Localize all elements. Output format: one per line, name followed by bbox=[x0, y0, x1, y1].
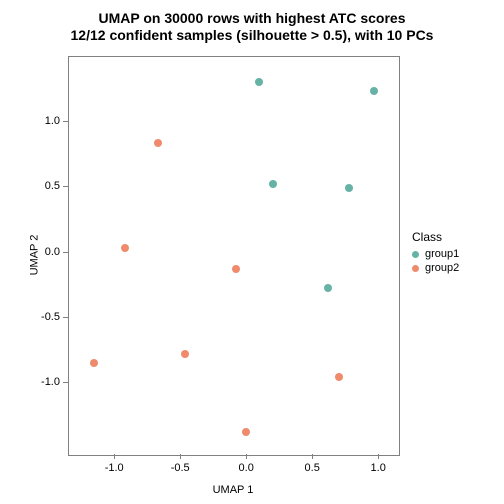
title-line-2: 12/12 confident samples (silhouette > 0.… bbox=[0, 27, 504, 44]
y-tick-mark bbox=[63, 186, 68, 187]
scatter-point-group1 bbox=[345, 184, 353, 192]
scatter-point-group1 bbox=[370, 87, 378, 95]
y-tick-mark bbox=[63, 382, 68, 383]
scatter-point-group2 bbox=[154, 139, 162, 147]
x-tick-label: -1.0 bbox=[105, 462, 124, 474]
x-tick-mark bbox=[378, 454, 379, 459]
y-tick-label: 0.5 bbox=[34, 180, 60, 192]
scatter-point-group1 bbox=[269, 180, 277, 188]
legend-items: group1 group2 bbox=[412, 248, 459, 274]
x-tick-label: -0.5 bbox=[171, 462, 190, 474]
x-tick-label: 0.0 bbox=[239, 462, 254, 474]
x-tick-label: 0.5 bbox=[305, 462, 320, 474]
scatter-point-group2 bbox=[181, 350, 189, 358]
y-tick-mark bbox=[63, 121, 68, 122]
scatter-point-group1 bbox=[255, 78, 263, 86]
chart-title: UMAP on 30000 rows with highest ATC scor… bbox=[0, 10, 504, 44]
scatter-point-group2 bbox=[90, 359, 98, 367]
legend: Class group1 group2 bbox=[412, 230, 459, 276]
scatter-point-group2 bbox=[232, 265, 240, 273]
x-tick-mark bbox=[180, 454, 181, 459]
y-tick-label: 1.0 bbox=[34, 115, 60, 127]
x-tick-mark bbox=[114, 454, 115, 459]
scatter-point-group1 bbox=[324, 284, 332, 292]
legend-item-group1: group1 bbox=[412, 248, 459, 260]
title-line-1: UMAP on 30000 rows with highest ATC scor… bbox=[0, 10, 504, 27]
umap-scatter-chart: UMAP on 30000 rows with highest ATC scor… bbox=[0, 0, 504, 504]
legend-label: group2 bbox=[425, 262, 459, 274]
y-tick-mark bbox=[63, 317, 68, 318]
scatter-point-group2 bbox=[335, 373, 343, 381]
x-tick-mark bbox=[312, 454, 313, 459]
y-tick-mark bbox=[63, 252, 68, 253]
y-tick-label: -0.5 bbox=[34, 311, 60, 323]
legend-item-group2: group2 bbox=[412, 262, 459, 274]
legend-swatch bbox=[412, 265, 419, 272]
x-tick-label: 1.0 bbox=[371, 462, 386, 474]
legend-title: Class bbox=[412, 230, 459, 244]
legend-label: group1 bbox=[425, 248, 459, 260]
plot-area bbox=[68, 56, 400, 456]
x-axis-label: UMAP 1 bbox=[213, 484, 254, 496]
scatter-point-group2 bbox=[242, 428, 250, 436]
legend-swatch bbox=[412, 251, 419, 258]
scatter-point-group2 bbox=[121, 244, 129, 252]
y-tick-label: -1.0 bbox=[34, 376, 60, 388]
x-tick-mark bbox=[246, 454, 247, 459]
y-tick-label: 0.0 bbox=[34, 246, 60, 258]
